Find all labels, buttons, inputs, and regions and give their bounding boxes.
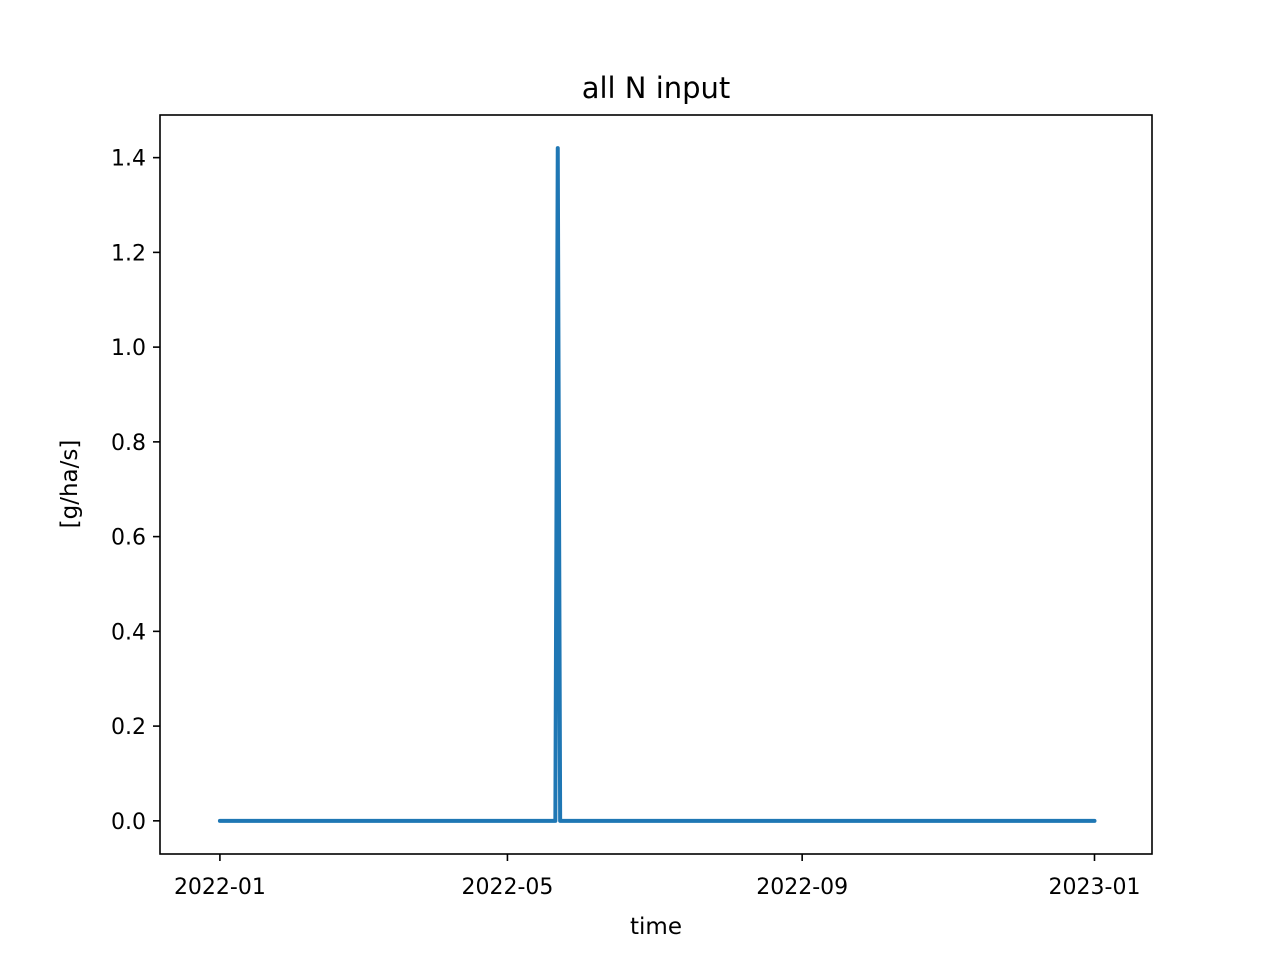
x-tick-label: 2022-09 xyxy=(756,875,848,900)
y-tick-label: 1.4 xyxy=(111,147,146,172)
y-tick-label: 0.2 xyxy=(111,715,146,740)
y-tick-label: 1.2 xyxy=(111,241,146,266)
x-tick-label: 2022-05 xyxy=(461,875,553,900)
plot-frame xyxy=(159,114,1153,855)
series-line xyxy=(217,146,1097,823)
y-tick-label: 0.0 xyxy=(111,810,146,835)
y-tick-label: 0.4 xyxy=(111,620,146,645)
ticks: 2022-01 2022-05 2022-09 2023-01 0.0 0.2 0.4 0.6… xyxy=(111,147,1140,900)
y-axis-label: [g/ha/s] xyxy=(57,440,83,529)
x-tick-label: 2023-01 xyxy=(1049,875,1141,900)
chart-title: all N input xyxy=(582,71,731,105)
x-axis-label: time xyxy=(630,914,682,940)
y-tick-label: 1.0 xyxy=(111,336,146,361)
y-tick-label: 0.8 xyxy=(111,431,146,456)
x-tick-label: 2022-01 xyxy=(174,875,266,900)
y-tick-label: 0.6 xyxy=(111,526,146,551)
series xyxy=(217,146,1097,823)
